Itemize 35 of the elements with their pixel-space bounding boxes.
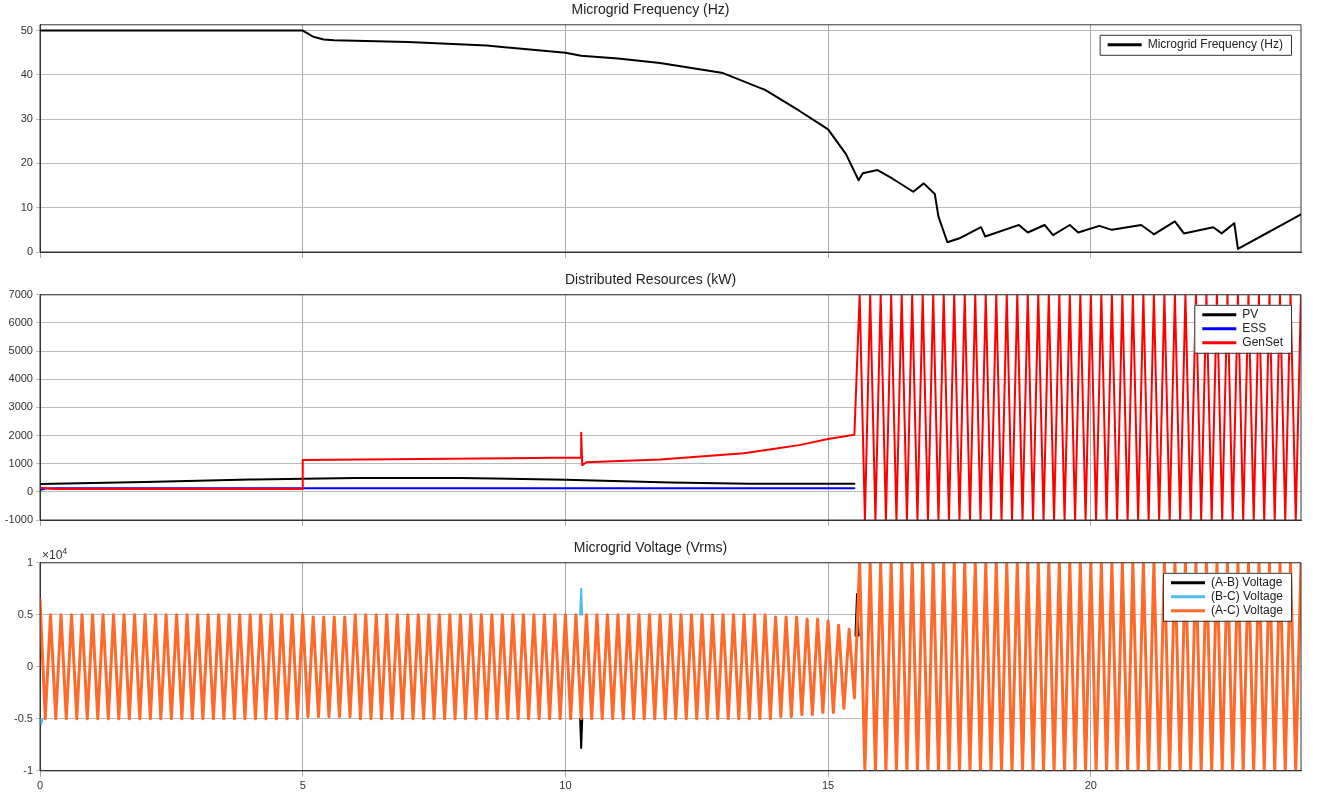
legend-label: Microgrid Frequency (Hz) (1147, 37, 1284, 52)
y-tick-label: 50 (20, 23, 33, 36)
x-tick-label: 5 (299, 779, 306, 792)
legend-label: (B-C) Voltage (1210, 589, 1284, 604)
x-tick-label: 15 (822, 779, 835, 792)
y-tick-label: 3000 (8, 400, 33, 413)
y-tick-label: 20 (20, 156, 33, 169)
y-tick-label: -1000 (4, 513, 33, 526)
y-tick-label: -1 (23, 763, 33, 776)
y-tick-label: 40 (20, 67, 33, 80)
x-tick-label: 10 (559, 779, 572, 792)
y-tick-label: 10 (20, 200, 33, 213)
y-tick-label: 0.5 (17, 607, 33, 620)
y-tick-label: 1000 (8, 456, 33, 469)
chart-title: Microgrid Frequency (Hz) (571, 1, 730, 18)
legend-label: (A-B) Voltage (1210, 575, 1283, 590)
chart-title: Microgrid Voltage (Vrms) (573, 539, 728, 556)
legend-label: (A-C) Voltage (1210, 603, 1284, 618)
y-tick-label: 30 (20, 112, 33, 125)
chart-title: Distributed Resources (kW) (564, 271, 737, 288)
y-tick-label: 6000 (8, 315, 33, 328)
x-tick-label: 0 (36, 779, 44, 792)
y-tick-label: 0 (26, 484, 33, 497)
y-tick-label: 5000 (8, 344, 33, 357)
x-tick-label: 20 (1084, 779, 1097, 792)
y-tick-label: 7000 (8, 287, 33, 300)
y-tick-label: 4000 (8, 372, 33, 385)
y-tick-label: 0 (26, 245, 33, 258)
y-tick-label: 1 (26, 555, 33, 568)
y-tick-label: 2000 (8, 428, 33, 441)
legend-label: GenSet (1242, 335, 1284, 350)
y-tick-label: 0 (26, 659, 33, 672)
legend-label: PV (1242, 307, 1259, 322)
legend-label: ESS (1242, 321, 1267, 336)
y-tick-label: -0.5 (14, 711, 33, 724)
